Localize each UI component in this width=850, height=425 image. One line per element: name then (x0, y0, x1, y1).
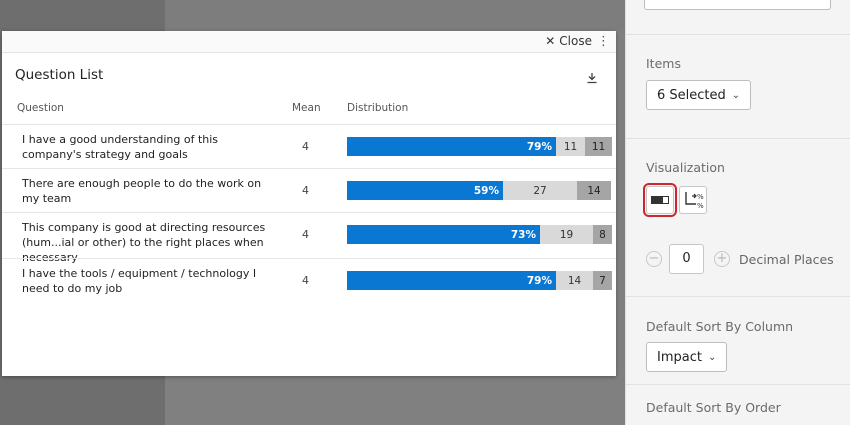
svg-text:%: % (697, 202, 704, 210)
chevron-down-icon: ⌄ (707, 351, 717, 363)
table-row[interactable]: There are enough people to do the work o… (2, 168, 616, 212)
close-button[interactable]: ✕ Close (545, 34, 592, 48)
increment-icon[interactable]: + (714, 251, 730, 267)
mean-value: 4 (302, 184, 309, 197)
question-text: This company is good at directing resour… (22, 221, 266, 264)
sort-column-label: Default Sort By Column (646, 319, 794, 334)
mean-value: 4 (302, 228, 309, 241)
distribution-unfavorable: 11 (585, 137, 612, 156)
chevron-down-icon: ⌄ (731, 89, 741, 101)
top-input-field[interactable] (644, 0, 831, 10)
distribution-favorable: 73% (347, 225, 540, 244)
sort-column-value: Impact (657, 349, 702, 365)
distribution-favorable: 59% (347, 181, 503, 200)
table-row[interactable]: I have a good understanding of this comp… (2, 124, 616, 168)
distribution-unfavorable: 8 (593, 225, 612, 244)
decrement-icon[interactable]: − (646, 251, 662, 267)
decimal-places-label: Decimal Places (739, 252, 834, 267)
distribution-bar: 59% 27 14 (347, 181, 612, 200)
question-text: There are enough people to do the work o… (22, 177, 262, 205)
column-header-distribution[interactable]: Distribution (347, 102, 409, 114)
close-label: Close (559, 34, 592, 48)
svg-text:%: % (697, 193, 704, 201)
decimal-places-input[interactable]: 0 (669, 244, 704, 274)
distribution-unfavorable: 7 (593, 271, 612, 290)
bar-visualization-button[interactable] (643, 183, 677, 217)
distribution-neutral: 11 (556, 137, 585, 156)
distribution-neutral: 14 (556, 271, 593, 290)
distribution-bar: 73% 19 8 (347, 225, 612, 244)
bar-chart-icon (651, 196, 669, 204)
column-header-question[interactable]: Question (17, 102, 64, 114)
distribution-unfavorable: 14 (577, 181, 611, 200)
percent-axis-icon: % % (685, 192, 704, 210)
distribution-bar: 79% 11 11 (347, 137, 612, 156)
mean-value: 4 (302, 140, 309, 153)
config-panel: Items 6 Selected ⌄ Visualization % % − +… (625, 0, 850, 425)
mean-value: 4 (302, 274, 309, 287)
table-row[interactable]: I have the tools / equipment / technolog… (2, 258, 616, 302)
items-dropdown[interactable]: 6 Selected ⌄ (646, 80, 752, 110)
percent-visualization-button[interactable]: % % (679, 186, 707, 214)
table-row[interactable]: This company is good at directing resour… (2, 212, 616, 264)
question-text: I have the tools / equipment / technolog… (22, 267, 257, 295)
modal-header-bar: ✕ Close ⋮ (2, 31, 616, 53)
download-icon[interactable] (586, 69, 598, 88)
question-list-modal: ✕ Close ⋮ Question List Question Mean Di… (2, 31, 616, 376)
distribution-favorable: 79% (347, 137, 556, 156)
distribution-bar: 79% 14 7 (347, 271, 612, 290)
distribution-favorable: 79% (347, 271, 556, 290)
sort-column-dropdown[interactable]: Impact ⌄ (646, 342, 728, 372)
visualization-label: Visualization (646, 160, 725, 175)
modal-title: Question List (15, 67, 104, 83)
close-icon: ✕ (545, 34, 556, 48)
sort-order-label: Default Sort By Order (646, 400, 781, 415)
more-options-icon[interactable]: ⋮ (597, 34, 610, 49)
column-header-mean[interactable]: Mean (292, 102, 321, 114)
distribution-neutral: 27 (503, 181, 577, 200)
distribution-neutral: 19 (540, 225, 593, 244)
items-label: Items (646, 56, 681, 71)
question-text: I have a good understanding of this comp… (22, 133, 219, 161)
items-dropdown-value: 6 Selected (657, 87, 726, 103)
